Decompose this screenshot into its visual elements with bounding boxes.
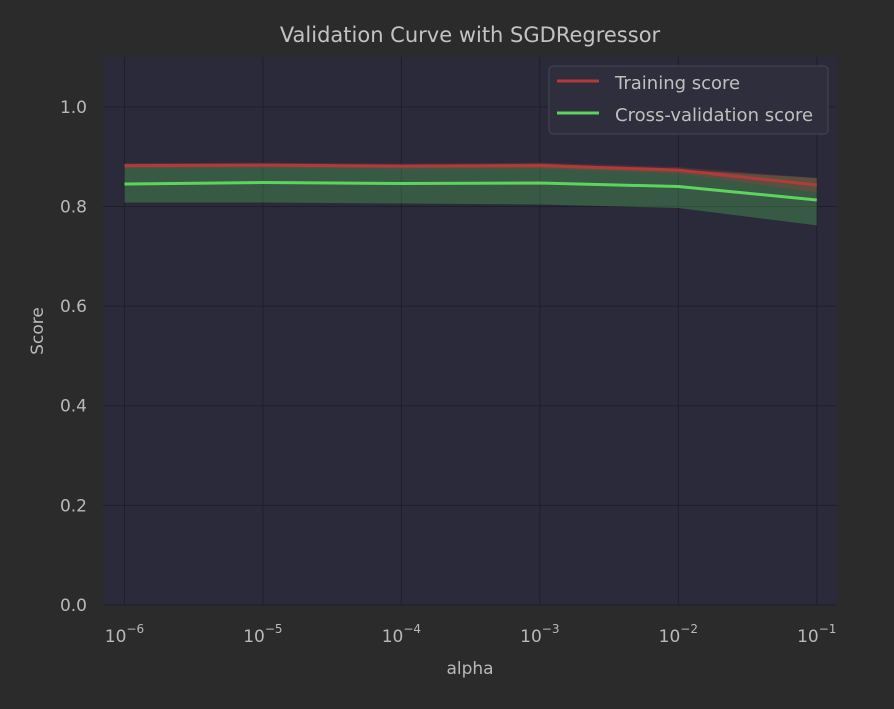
x-axis-label: alpha (446, 659, 493, 679)
legend-training-label: Training score (614, 73, 740, 94)
y-tick-labels: 0.0 0.2 0.4 0.6 0.8 1.0 (60, 98, 87, 616)
cross-validation-score-band (124, 163, 817, 226)
x-tick-label: 10−1 (797, 622, 836, 647)
x-tick-labels: 10−6 10−5 10−4 10−3 10−2 10−1 (105, 622, 837, 647)
x-tick-label: 10−2 (659, 622, 698, 647)
legend: Training score Cross-validation score (548, 65, 829, 135)
grid-lines (103, 57, 837, 606)
y-tick-label: 1.0 (60, 98, 87, 118)
cross-validation-score-line (124, 181, 817, 202)
legend-cv-label: Cross-validation score (615, 105, 813, 126)
x-tick-label: 10−6 (105, 622, 144, 647)
legend-box (548, 65, 829, 135)
y-tick-label: 0.2 (60, 496, 87, 516)
training-score-line (124, 163, 817, 187)
y-tick-label: 0.4 (60, 397, 87, 417)
y-tick-label: 0.0 (60, 596, 87, 616)
chart-title: Validation Curve with SGDRegressor (280, 23, 661, 47)
y-tick-label: 0.8 (60, 197, 87, 217)
y-axis-label: Score (28, 307, 48, 355)
plot-area (103, 57, 837, 605)
x-tick-label: 10−4 (382, 622, 421, 647)
x-tick-label: 10−3 (520, 622, 559, 647)
score-lines (124, 163, 817, 202)
y-tick-label: 0.6 (60, 297, 87, 317)
x-tick-label: 10−5 (243, 622, 282, 647)
